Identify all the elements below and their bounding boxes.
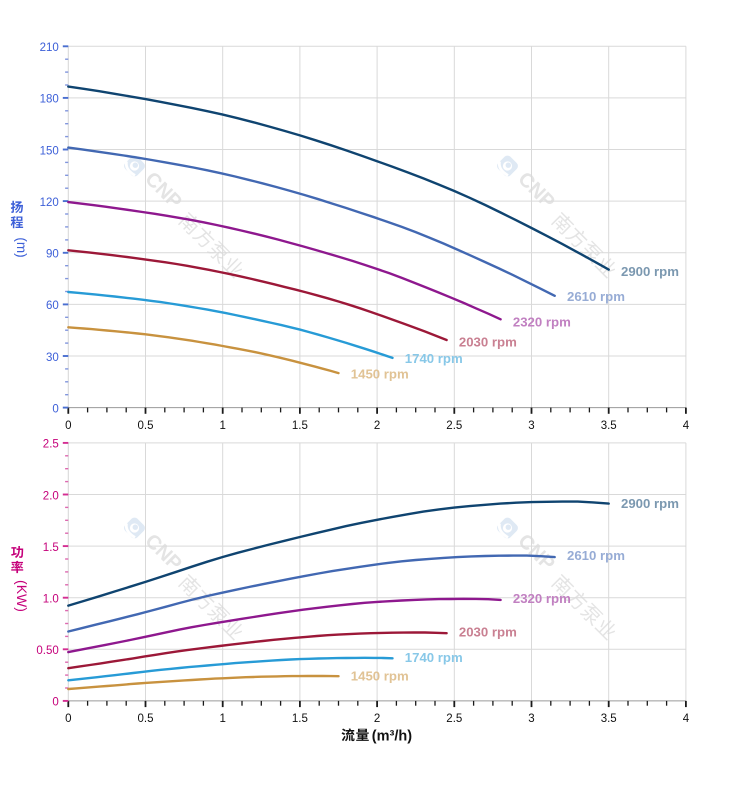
svg-text:2610 rpm: 2610 rpm: [567, 289, 625, 304]
svg-text:3: 3: [528, 420, 534, 432]
svg-text:120: 120: [40, 197, 59, 209]
svg-text:1.5: 1.5: [43, 542, 59, 554]
svg-text:3.5: 3.5: [601, 420, 617, 432]
svg-text:1.5: 1.5: [292, 420, 308, 432]
svg-text:2: 2: [374, 420, 380, 432]
svg-text:0: 0: [52, 403, 58, 415]
svg-text:0.5: 0.5: [138, 713, 154, 725]
svg-text:1: 1: [219, 420, 225, 432]
svg-text:0: 0: [65, 713, 71, 725]
svg-text:1740 rpm: 1740 rpm: [405, 351, 463, 366]
svg-text:2: 2: [374, 713, 380, 725]
svg-text:(m): (m): [14, 237, 29, 257]
svg-text:2320 rpm: 2320 rpm: [513, 314, 571, 329]
svg-text:30: 30: [46, 352, 59, 364]
svg-text:210: 210: [40, 42, 59, 54]
svg-text:90: 90: [46, 249, 59, 261]
svg-text:2030 rpm: 2030 rpm: [459, 335, 517, 350]
svg-text:1450 rpm: 1450 rpm: [351, 367, 409, 382]
svg-text:150: 150: [40, 145, 59, 157]
svg-text:0: 0: [65, 420, 71, 432]
svg-text:3: 3: [528, 713, 534, 725]
svg-text:60: 60: [46, 300, 59, 312]
svg-text:1.5: 1.5: [292, 713, 308, 725]
svg-text:2.5: 2.5: [446, 713, 462, 725]
svg-text:1740 rpm: 1740 rpm: [405, 650, 463, 665]
svg-text:0.5: 0.5: [138, 420, 154, 432]
svg-text:1: 1: [219, 713, 225, 725]
svg-text:180: 180: [40, 94, 59, 106]
svg-text:4: 4: [683, 420, 690, 432]
svg-text:1450 rpm: 1450 rpm: [351, 669, 409, 684]
svg-text:3.5: 3.5: [601, 713, 617, 725]
svg-text:2.5: 2.5: [446, 420, 462, 432]
svg-text:(m³/h): (m³/h): [372, 728, 412, 744]
svg-text:2.0: 2.0: [43, 490, 59, 502]
svg-text:4: 4: [683, 713, 690, 725]
svg-text:2610 rpm: 2610 rpm: [567, 548, 625, 563]
svg-text:2030 rpm: 2030 rpm: [459, 624, 517, 639]
svg-text:(KW): (KW): [14, 580, 30, 612]
svg-text:2320 rpm: 2320 rpm: [513, 591, 571, 606]
svg-text:2.5: 2.5: [43, 439, 59, 451]
svg-text:2900 rpm: 2900 rpm: [621, 264, 679, 279]
svg-text:0: 0: [52, 697, 58, 709]
svg-text:1.0: 1.0: [43, 594, 59, 606]
svg-text:2900 rpm: 2900 rpm: [621, 496, 679, 511]
svg-text:0.50: 0.50: [36, 645, 58, 657]
